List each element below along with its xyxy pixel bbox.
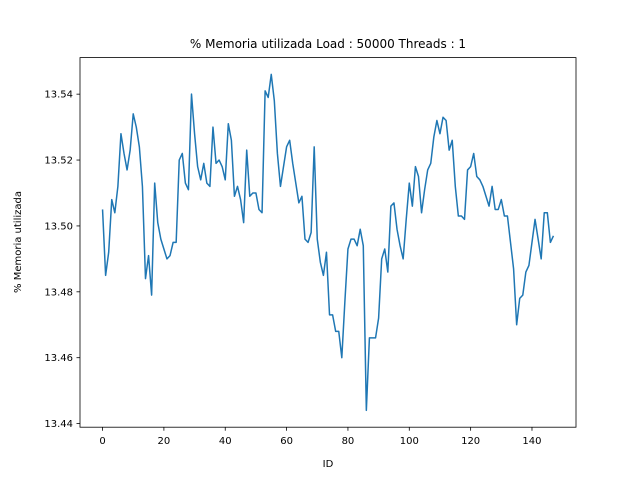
chart-title: % Memoria utilizada Load : 50000 Threads… — [190, 37, 466, 51]
x-tick-label: 40 — [219, 436, 232, 447]
x-tick-label: 120 — [461, 436, 480, 447]
x-tick-label: 0 — [99, 436, 105, 447]
x-tick-label: 140 — [522, 436, 541, 447]
y-tick-label: 13.46 — [44, 353, 73, 364]
y-axis-label: % Memoria utilizada — [13, 191, 24, 293]
x-tick-label: 20 — [158, 436, 171, 447]
y-tick-label: 13.54 — [44, 90, 73, 101]
x-tick-label: 60 — [280, 436, 293, 447]
y-tick-label: 13.44 — [44, 419, 73, 430]
x-axis-label: ID — [323, 459, 334, 470]
y-tick-label: 13.48 — [44, 287, 73, 298]
plot-frame — [79, 57, 577, 428]
x-tick-label: 100 — [400, 436, 419, 447]
x-tick-label: 80 — [342, 436, 355, 447]
line — [101, 73, 555, 412]
y-tick-label: 13.50 — [44, 221, 73, 232]
y-tick-label: 13.52 — [44, 156, 73, 167]
